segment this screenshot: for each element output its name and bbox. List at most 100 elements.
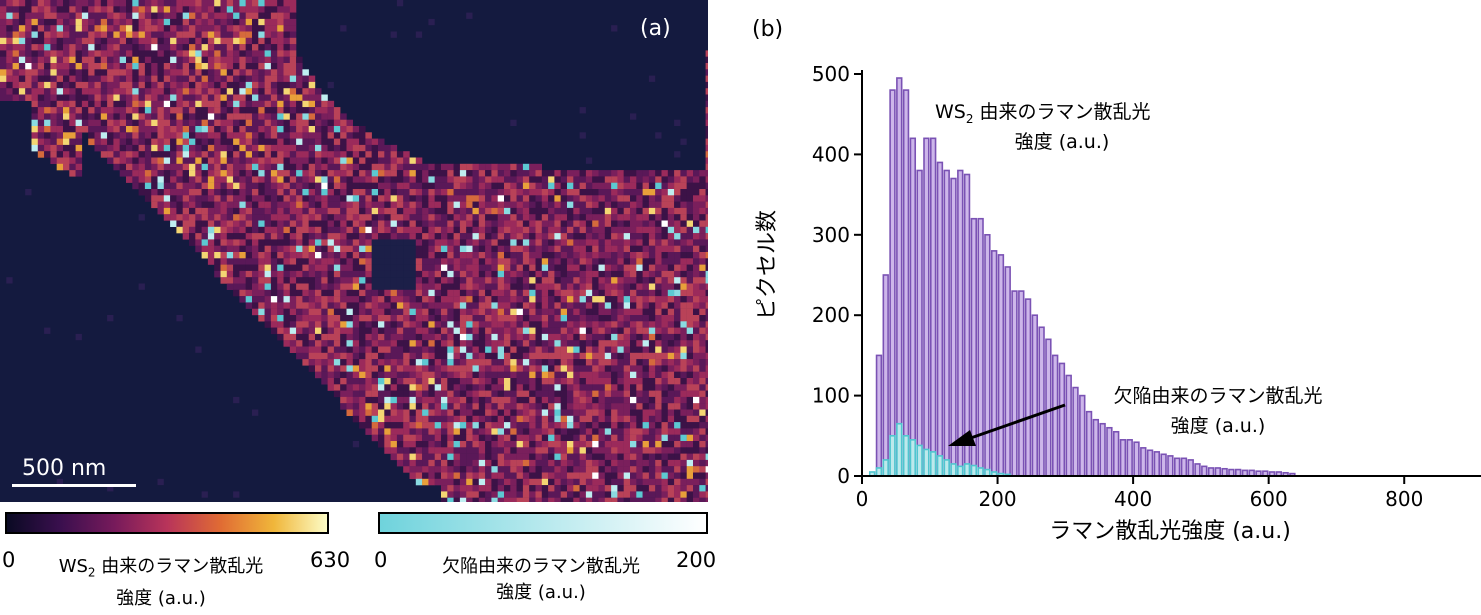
y-tick-label: 200 [812, 303, 850, 327]
ws2-histogram-bar [1072, 386, 1079, 477]
ws2-histogram-bar [1058, 362, 1066, 477]
ws2-histogram-bar [1031, 314, 1039, 477]
ws2-histogram-bar [1038, 326, 1045, 477]
ws2-colorbar [5, 512, 329, 534]
ws2-histogram-bar [1173, 457, 1181, 477]
ws2-histogram-bar [1004, 266, 1011, 477]
scale-bar-line [12, 484, 136, 487]
ws2-histogram-bar [984, 234, 991, 477]
ws2-histogram-bar [1085, 410, 1093, 477]
ws2-histogram-bar [1160, 453, 1167, 477]
ws2-colorbar-label-main: WS [58, 556, 88, 577]
ws2-series-label: WS2 由来のラマン散乱光 [935, 101, 1151, 126]
defect-histogram-bar [957, 465, 964, 477]
annotation-arrow-head [948, 430, 976, 446]
ws2-histogram-bar [936, 161, 944, 477]
ws2-histogram-bar [889, 89, 896, 477]
defect-histogram-bar [909, 439, 917, 477]
panel-label-b: (b) [752, 17, 783, 42]
ws2-histogram-bar [1106, 426, 1113, 477]
defect-colorbar-min: 0 [374, 548, 388, 572]
scale-bar-label: 500 nm [22, 456, 107, 481]
ws2-histogram-bar [1146, 449, 1154, 477]
ws2-histogram-bar [1079, 394, 1086, 477]
ws2-histogram-bar [1207, 467, 1215, 477]
ws2-histogram-bar [1051, 354, 1059, 477]
panel-label-a: (a) [640, 16, 671, 41]
ws2-histogram-bar [1065, 374, 1072, 477]
ws2-colorbar-label-rest: 由来のラマン散乱光 [95, 556, 264, 577]
ws2-histogram-bar [1133, 441, 1140, 477]
defect-histogram-bar [950, 463, 957, 477]
y-tick-label: 100 [812, 384, 850, 408]
y-tick-label: 500 [812, 62, 850, 86]
ws2-histogram-bar [882, 274, 889, 477]
ws2-histogram-bar [1119, 439, 1127, 477]
defect-histogram-bar [896, 422, 903, 477]
ws2-histogram-bar [1187, 459, 1194, 477]
defect-histogram-bar [882, 459, 889, 477]
ws2-histogram-bar [950, 177, 957, 477]
ws2-histogram-bar [1140, 447, 1147, 477]
ws2-colorbar-label-line2: 強度 (a.u.) [116, 587, 206, 609]
ws2-series-label-line2: 強度 (a.u.) [1015, 131, 1110, 153]
defect-colorbar-max: 200 [676, 548, 717, 572]
ws2-histogram-bar [1011, 290, 1018, 477]
ws2-histogram-bar [1180, 457, 1188, 477]
ws2-histogram-bar [1112, 430, 1120, 477]
ws2-histogram-bar [902, 89, 910, 477]
x-tick-label: 600 [1250, 487, 1288, 511]
ws2-series-label-main: WS [935, 101, 966, 123]
defect-histogram-bar [923, 448, 930, 477]
defect-histogram-bar [936, 455, 944, 477]
y-axis-label: ピクセル数 [755, 210, 780, 320]
ws2-histogram-bar [1126, 439, 1133, 477]
defect-histogram-bar [902, 434, 910, 477]
ws2-histogram-bar [1045, 338, 1052, 477]
x-tick-label: 400 [1114, 487, 1152, 511]
x-tick-label: 0 [856, 487, 869, 511]
ws2-colorbar-label-sub: 2 [87, 565, 96, 580]
ws2-histogram-bar [1018, 290, 1025, 477]
defect-series-label-line2: 強度 (a.u.) [1171, 415, 1266, 437]
ws2-histogram-bar [929, 137, 937, 477]
defect-series-label: 欠陥由来のラマン散乱光 [1113, 385, 1322, 407]
ws2-histogram-bar [923, 137, 930, 477]
ws2-histogram-bar [1214, 467, 1222, 477]
ws2-histogram-bar [1167, 455, 1174, 477]
ws2-colorbar-max: 630 [310, 548, 351, 572]
y-tick-label: 0 [837, 464, 850, 488]
ws2-histogram-bar [1024, 298, 1032, 477]
ws2-histogram-bar [1092, 418, 1100, 477]
defect-histogram-bar [963, 463, 971, 477]
ws2-histogram-bar [1201, 465, 1208, 477]
ws2-histogram-bar [909, 137, 917, 477]
defect-histogram-bar [929, 451, 937, 477]
ws2-colorbar-label: WS2 由来のラマン散乱光 強度 (a.u.) [30, 554, 292, 612]
defect-colorbar-label-main: 欠陥由来のラマン散乱光 [442, 556, 640, 577]
ws2-histogram-bar [963, 173, 971, 477]
defect-histogram-bar [977, 467, 984, 477]
ws2-histogram-bar [1194, 463, 1201, 477]
defect-colorbar-label: 欠陥由来のラマン散乱光 強度 (a.u.) [410, 554, 672, 606]
defect-histogram-bar [916, 444, 923, 477]
x-axis-label: ラマン散乱光強度 (a.u.) [1049, 519, 1291, 544]
raman-map-panel: (a) 500 nm [0, 0, 713, 505]
ws2-histogram-bar [896, 77, 903, 477]
defect-histogram-bar [889, 434, 896, 477]
defect-colorbar [378, 512, 708, 534]
defect-colorbar-label-line2: 強度 (a.u.) [496, 582, 586, 603]
ws2-histogram-bar [990, 250, 998, 477]
ws2-histogram-bar [943, 169, 950, 477]
ws2-series-label-sub: 2 [966, 112, 974, 126]
defect-histogram-bar [943, 459, 950, 477]
y-tick-label: 400 [812, 142, 850, 166]
x-tick-label: 200 [978, 487, 1016, 511]
ws2-histogram-bar [957, 169, 964, 477]
defect-histogram-bar [970, 464, 978, 477]
ws2-histogram-bar [916, 169, 923, 477]
histogram-panel: (b) 0 200 400 600 800 0 100 200 300 400 500 ラマン散乱… [740, 0, 1481, 560]
y-tick-label: 300 [812, 223, 850, 247]
ws2-series-label-rest: 由来のラマン散乱光 [974, 101, 1151, 123]
histogram-chart: (b) 0 200 400 600 800 0 100 200 300 400 500 ラマン散乱… [752, 17, 1481, 544]
